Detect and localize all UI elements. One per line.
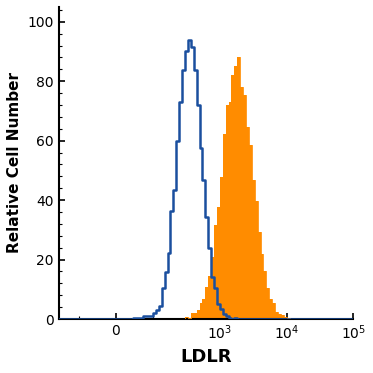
X-axis label: LDLR: LDLR xyxy=(180,348,232,366)
Y-axis label: Relative Cell Number: Relative Cell Number xyxy=(7,72,22,254)
